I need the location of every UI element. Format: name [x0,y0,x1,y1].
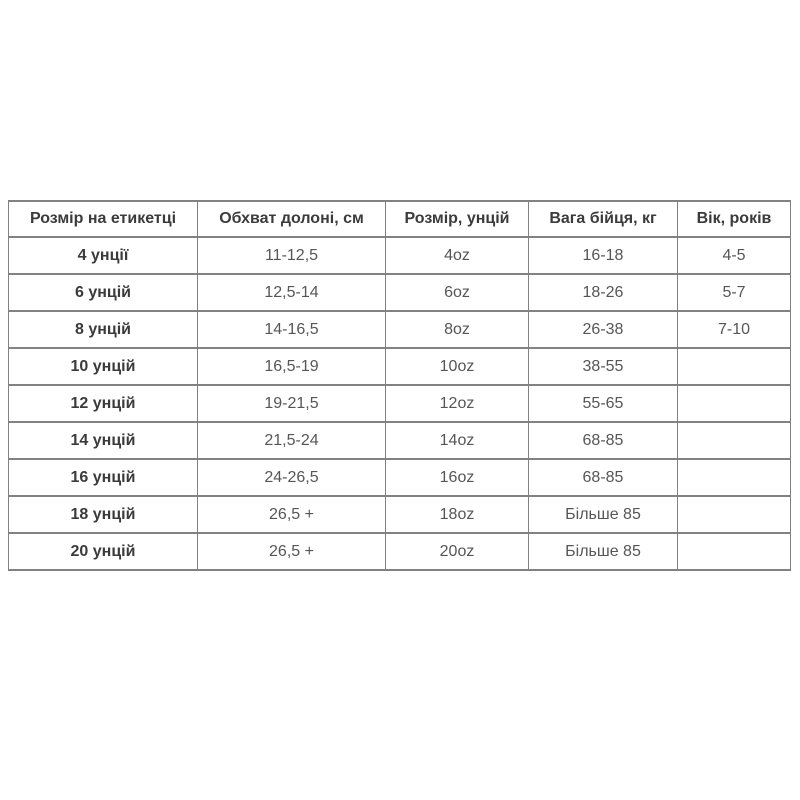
value-cell [677,458,791,497]
value-cell: 38-55 [528,347,678,386]
value-cell: 14oz [385,421,529,460]
value-cell: 18-26 [528,273,678,312]
table-row: 10 унцій 16,5-19 10oz 38-55 [8,347,791,386]
table-row: 14 унцій 21,5-24 14oz 68-85 [8,421,791,460]
value-cell: 21,5-24 [197,421,386,460]
value-cell: 68-85 [528,421,678,460]
column-header: Вага бійця, кг [528,200,678,238]
column-header: Обхват долоні, см [197,200,386,238]
value-cell: 4oz [385,236,529,275]
header-row: Розмір на етикетці Обхват долоні, см Розмі… [8,200,791,238]
value-cell: 4-5 [677,236,791,275]
table-row: 16 унцій 24-26,5 16oz 68-85 [8,458,791,497]
value-cell: 11-12,5 [197,236,386,275]
size-label-cell: 4 унції [8,236,198,275]
value-cell: 19-21,5 [197,384,386,423]
value-cell: 20oz [385,532,529,571]
value-cell: 6oz [385,273,529,312]
value-cell: 7-10 [677,310,791,349]
size-label-cell: 20 унцій [8,532,198,571]
value-cell: 16,5-19 [197,347,386,386]
value-cell [677,495,791,534]
value-cell [677,347,791,386]
table-row: 12 унцій 19-21,5 12oz 55-65 [8,384,791,423]
value-cell: 26-38 [528,310,678,349]
value-cell [677,532,791,571]
value-cell: 55-65 [528,384,678,423]
column-header: Розмір, унцій [385,200,529,238]
size-label-cell: 14 унцій [8,421,198,460]
size-label-cell: 16 унцій [8,458,198,497]
table-body: 4 унції 11-12,5 4oz 16-18 4-5 6 унцій 12,5-14 6… [8,236,791,571]
value-cell: Більше 85 [528,495,678,534]
value-cell: 68-85 [528,458,678,497]
table-row: 6 унцій 12,5-14 6oz 18-26 5-7 [8,273,791,312]
table-row: 8 унцій 14-16,5 8oz 26-38 7-10 [8,310,791,349]
column-header: Вік, років [677,200,791,238]
value-cell [677,421,791,460]
size-label-cell: 18 унцій [8,495,198,534]
glove-size-table: Розмір на етикетці Обхват долоні, см Розмі… [8,200,791,571]
value-cell: 12,5-14 [197,273,386,312]
value-cell: 24-26,5 [197,458,386,497]
value-cell: 18oz [385,495,529,534]
value-cell: Більше 85 [528,532,678,571]
size-label-cell: 8 унцій [8,310,198,349]
table-row: 20 унцій 26,5 +20oz Більше 85 [8,532,791,571]
value-cell: 16oz [385,458,529,497]
value-cell: 14-16,5 [197,310,386,349]
value-cell: 5-7 [677,273,791,312]
value-cell: 12oz [385,384,529,423]
value-cell: 26,5 + [197,532,386,571]
value-cell: 26,5 + [197,495,386,534]
value-cell: 10oz [385,347,529,386]
size-label-cell: 12 унцій [8,384,198,423]
table-header: Розмір на етикетці Обхват долоні, см Розмі… [8,200,791,238]
value-cell: 16-18 [528,236,678,275]
size-label-cell: 10 унцій [8,347,198,386]
column-header: Розмір на етикетці [8,200,198,238]
size-label-cell: 6 унцій [8,273,198,312]
table-row: 18 унцій 26,5 +18oz Більше 85 [8,495,791,534]
value-cell: 8oz [385,310,529,349]
table-row: 4 унції 11-12,5 4oz 16-18 4-5 [8,236,791,275]
value-cell [677,384,791,423]
